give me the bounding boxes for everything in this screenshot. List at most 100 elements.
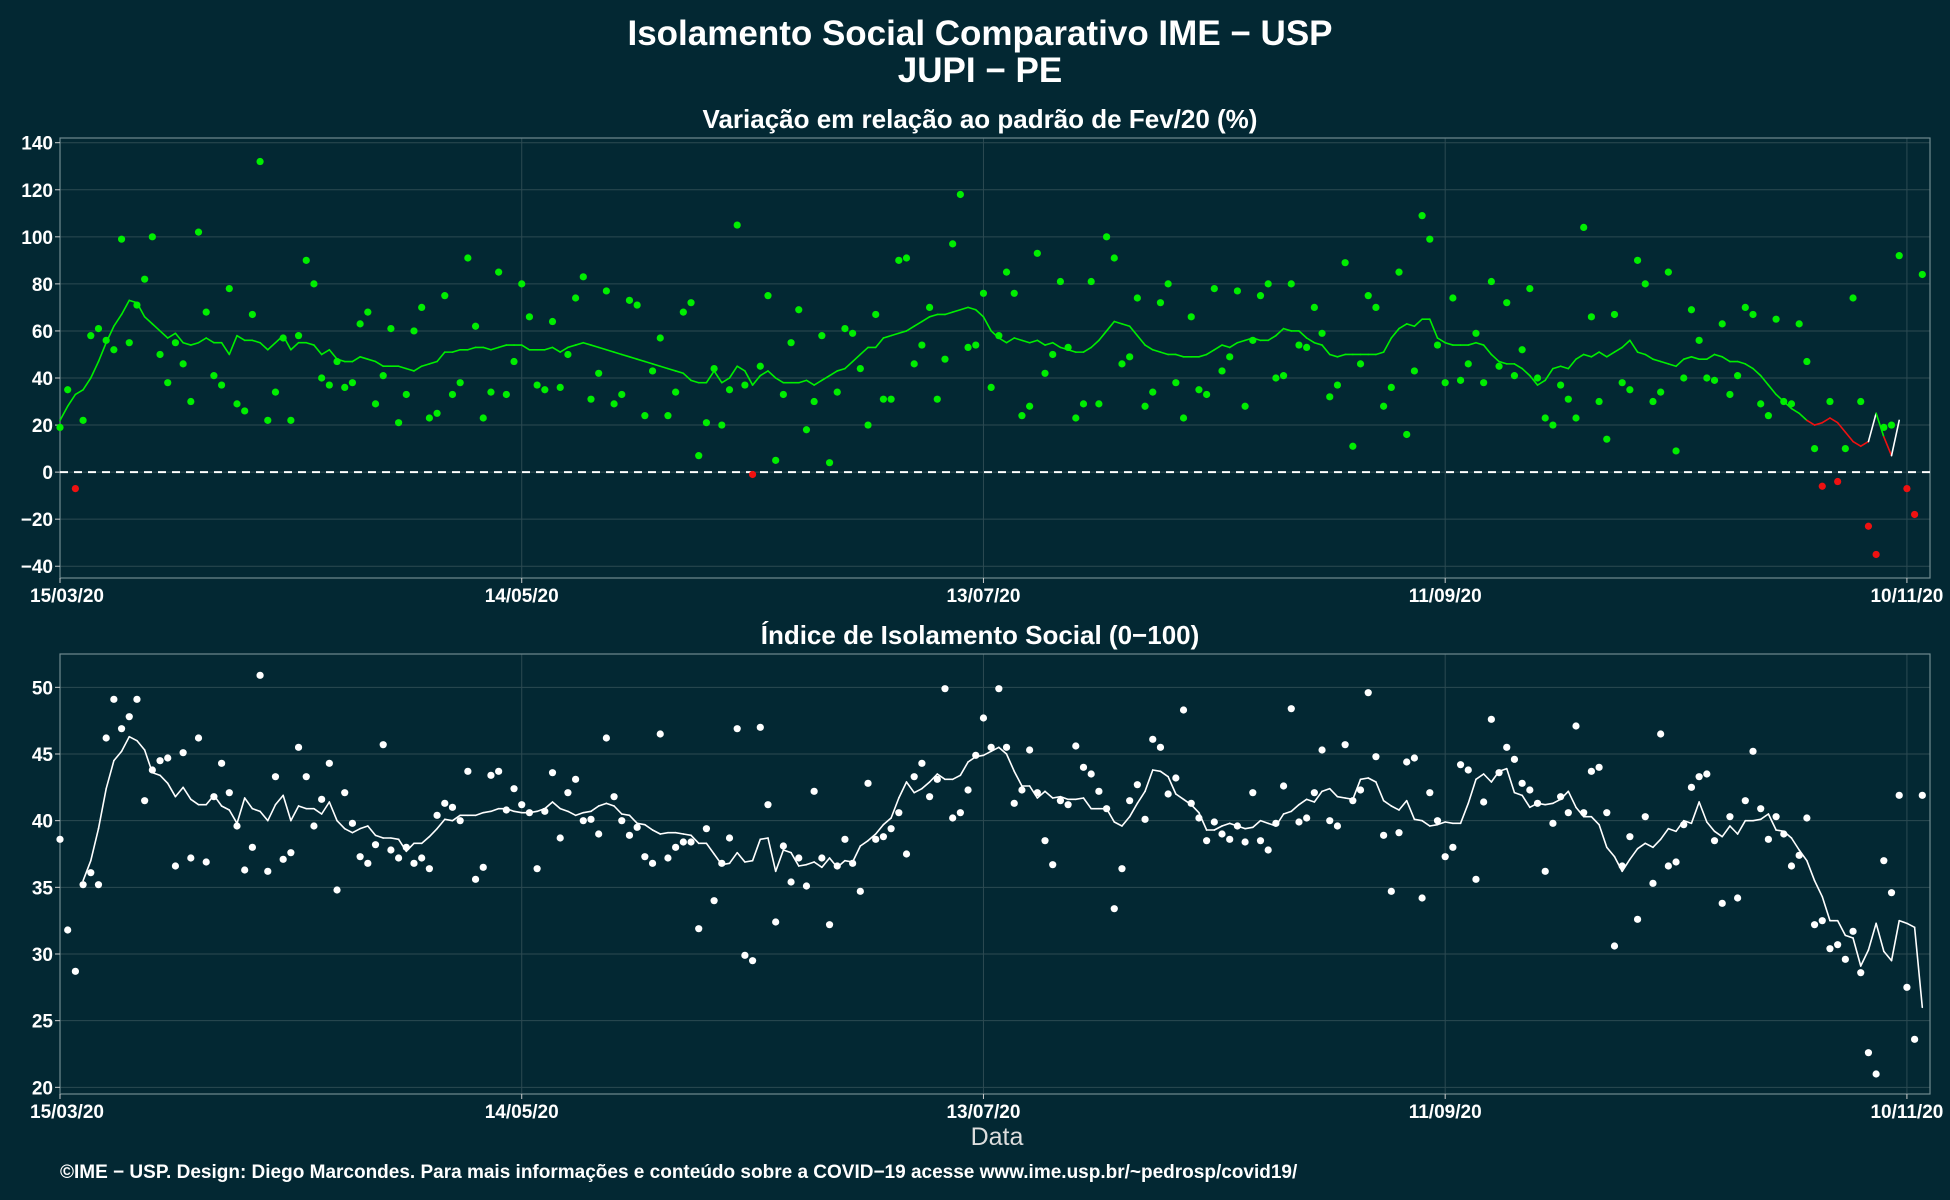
moving-average-segment <box>1859 440 1870 448</box>
moving-average-segment <box>1321 344 1331 356</box>
moving-average-segment <box>128 299 138 304</box>
data-point <box>1303 814 1311 822</box>
moving-average-segment <box>1644 842 1654 849</box>
data-point <box>564 789 572 797</box>
data-point <box>1172 774 1180 782</box>
moving-average-segment <box>728 365 739 379</box>
y-tick-label: 35 <box>32 878 54 899</box>
moving-average-segment <box>1636 351 1647 356</box>
data-point <box>1026 746 1034 754</box>
moving-average-segment <box>1390 805 1400 811</box>
moving-average-segment <box>944 311 954 316</box>
data-point <box>571 775 580 783</box>
moving-average-segment <box>974 754 985 758</box>
moving-average-segment <box>605 802 615 807</box>
moving-average-segment <box>1713 830 1724 838</box>
data-point <box>625 296 634 304</box>
moving-average-segment <box>659 365 669 370</box>
data-point <box>187 854 195 862</box>
moving-average-segment <box>367 358 377 363</box>
data-point <box>1718 899 1726 907</box>
moving-average-segment <box>274 334 284 344</box>
data-point <box>648 859 657 867</box>
moving-average-segment <box>1175 793 1185 801</box>
moving-average-segment <box>867 833 877 842</box>
data-point <box>1164 280 1172 288</box>
data-point <box>1726 813 1734 821</box>
moving-average-segment <box>559 346 569 353</box>
moving-average-segment <box>728 851 739 865</box>
moving-average-segment <box>790 851 800 867</box>
data-point <box>1233 287 1242 295</box>
data-point <box>1757 400 1765 408</box>
moving-average-segment <box>1675 358 1685 368</box>
data-point <box>510 785 518 793</box>
data-point <box>1764 835 1772 843</box>
data-point <box>225 789 233 797</box>
data-point <box>1841 444 1849 453</box>
data-point <box>1734 372 1742 380</box>
moving-average-segment <box>690 379 700 384</box>
data-point <box>287 416 295 424</box>
data-point <box>441 292 449 300</box>
moving-average-segment <box>674 831 685 835</box>
data-point <box>1156 299 1165 307</box>
data-point <box>1410 367 1419 375</box>
moving-average-segment <box>1405 799 1416 821</box>
data-point <box>1610 310 1619 319</box>
data-point <box>1056 797 1065 805</box>
moving-average-segment <box>297 805 308 810</box>
moving-average-segment <box>374 834 385 839</box>
moving-average-segment <box>113 313 123 328</box>
moving-average-segment <box>1059 346 1069 351</box>
moving-average-segment <box>667 367 677 372</box>
moving-average-segment <box>1144 344 1154 351</box>
moving-average-segment <box>1105 807 1116 823</box>
moving-average-segment <box>166 782 177 798</box>
moving-average-segment <box>1513 363 1523 370</box>
data-point <box>895 809 903 817</box>
data-point <box>918 341 926 349</box>
moving-average-segment <box>1836 919 1847 937</box>
moving-average-segment <box>259 810 269 822</box>
data-point <box>764 292 772 300</box>
moving-average-segment <box>682 372 692 382</box>
data-point <box>310 280 318 288</box>
data-point <box>348 379 357 387</box>
x-tick-label: 13/07/20 <box>946 586 1020 607</box>
data-point <box>933 395 941 403</box>
data-point <box>748 957 757 965</box>
moving-average-segment <box>767 837 777 873</box>
moving-average-segment <box>851 353 862 363</box>
data-point <box>1279 372 1288 380</box>
data-point <box>772 918 780 926</box>
data-point <box>879 833 888 841</box>
moving-average-segment <box>1852 440 1862 448</box>
data-point <box>148 233 156 241</box>
data-point <box>856 887 864 895</box>
data-point <box>1649 397 1657 406</box>
moving-average-segment <box>1744 363 1754 370</box>
data-point <box>1741 797 1749 805</box>
data-point <box>1195 386 1203 394</box>
data-point <box>1918 791 1926 799</box>
moving-average-segment <box>921 781 931 790</box>
moving-average-segment <box>582 341 592 346</box>
moving-average-segment <box>859 346 869 356</box>
data-point <box>379 741 387 749</box>
data-point <box>1487 715 1495 723</box>
data-point <box>1226 353 1234 361</box>
moving-average-segment <box>1736 360 1747 365</box>
moving-average-segment <box>674 370 685 375</box>
moving-average-segment <box>1752 367 1762 377</box>
data-point <box>187 397 195 406</box>
data-point <box>1526 786 1534 794</box>
moving-average-segment <box>1036 790 1046 799</box>
data-point <box>1018 786 1026 794</box>
moving-average-segment <box>1267 822 1277 827</box>
data-point <box>87 869 95 877</box>
data-point <box>1118 865 1126 873</box>
moving-average-segment <box>1228 341 1239 349</box>
data-point <box>1603 435 1611 443</box>
data-point <box>1210 284 1218 293</box>
